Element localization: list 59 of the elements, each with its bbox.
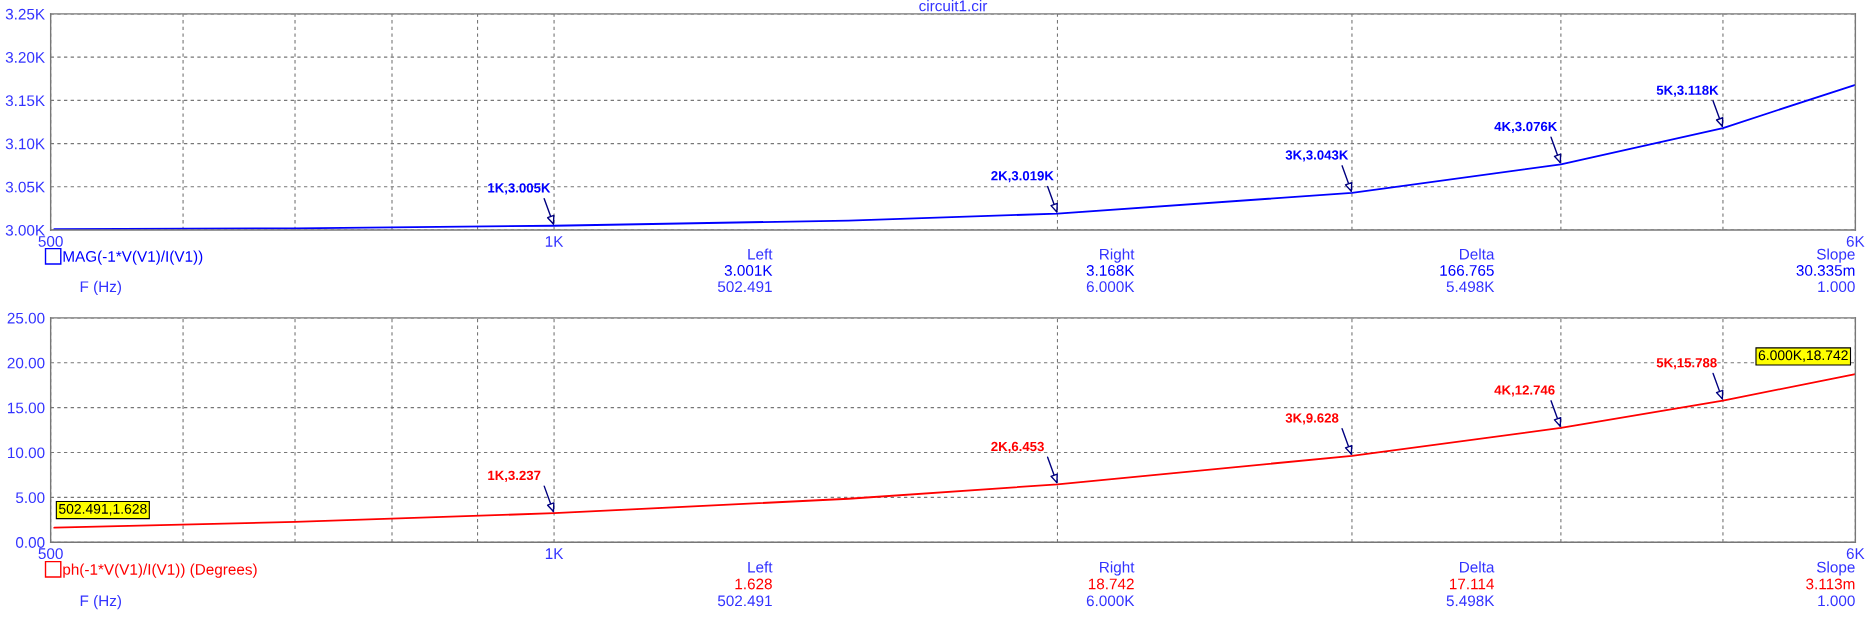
y-tick-label: 25.00 (7, 312, 45, 324)
text: 5.498K (1446, 281, 1495, 293)
text: 3.113m (1806, 578, 1855, 590)
y-tick-label: 3.25K (5, 8, 45, 20)
text: 17.114 (1449, 578, 1494, 590)
text: 5.498K (1446, 595, 1495, 607)
text: 166.765 (1440, 265, 1494, 276)
y-tick-label: 10.00 (8, 447, 45, 459)
y-tick-label: 3.10K (5, 138, 45, 150)
legend-label: ph(-1*V(V1)/I(V1)) (Degrees) (63, 563, 257, 578)
text: 6.000K (1086, 281, 1135, 293)
text: Right (1100, 248, 1135, 263)
y-tick-label: 3.00K (5, 224, 45, 236)
x-tick-label: 6K (1846, 548, 1865, 560)
text: Slope (1816, 248, 1855, 263)
text: 3.001K (724, 265, 773, 276)
annotation: 2K,6.453 (991, 441, 1044, 454)
x-tick-label: 500 (38, 548, 63, 560)
text: 502.491 (717, 595, 772, 607)
text: Delta (1460, 561, 1495, 573)
annotation: 6.000K,18.742 (1758, 350, 1848, 362)
annotation: 5K,3.118K (1656, 85, 1719, 97)
y-tick-label: 20.00 (7, 357, 45, 369)
annotation: 3K,9.628 (1285, 413, 1339, 425)
text: 1.628 (735, 578, 772, 590)
y-tick-label: 15.00 (8, 402, 45, 414)
y-tick-label: 3.05K (5, 181, 45, 193)
text: Slope (1816, 561, 1855, 576)
x-tick-label: 500 (38, 236, 63, 247)
annotation: 1K,3.005K (488, 183, 551, 195)
text: 3.168K (1086, 265, 1135, 276)
x-tick-label: 1K (545, 548, 564, 559)
text: 1.000 (1818, 595, 1855, 607)
y-tick-label: 0.00 (15, 537, 45, 548)
annotation: 4K,3.076K (1494, 121, 1558, 134)
text: 6.000K (1086, 595, 1135, 607)
annotation: 5K,15.788 (1656, 358, 1717, 370)
annotation: 3K,3.043K (1285, 150, 1349, 162)
text: Left (748, 248, 773, 260)
chart-title: circuit1.cir (919, 0, 988, 12)
text: 30.335m (1796, 265, 1855, 276)
text: 1.000 (1818, 281, 1855, 293)
y-tick-label: 3.20K (5, 52, 45, 63)
annotation: 1K,3.237 (488, 470, 541, 482)
text: F (Hz) (80, 594, 121, 610)
annotation: 502.491,1.628 (58, 503, 147, 516)
text: F (Hz) (80, 280, 121, 296)
text: 502.491 (717, 281, 772, 293)
annotation: 4K,12.746 (1494, 385, 1555, 397)
text: Right (1100, 561, 1135, 576)
text: Delta (1460, 248, 1495, 260)
legend-label: MAG(-1*V(V1)/I(V1)) (63, 250, 203, 265)
y-tick-label: 5.00 (15, 492, 45, 504)
text: Left (748, 561, 773, 573)
annotation: 2K,3.019K (991, 171, 1054, 183)
x-tick-label: 6K (1846, 236, 1865, 247)
y-tick-label: 3.15K (5, 95, 45, 107)
text: 18.742 (1088, 578, 1134, 590)
x-tick-label: 1K (545, 236, 564, 247)
